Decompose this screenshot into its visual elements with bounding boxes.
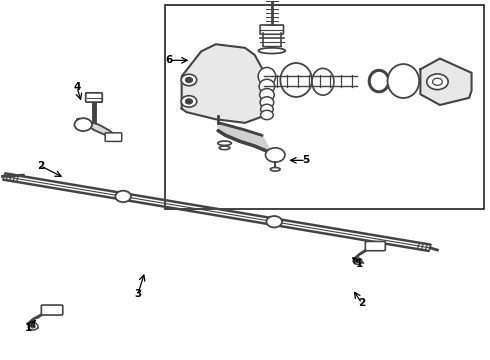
Ellipse shape	[259, 79, 275, 94]
Ellipse shape	[219, 146, 230, 150]
Circle shape	[433, 78, 442, 85]
Ellipse shape	[260, 97, 274, 108]
Ellipse shape	[312, 68, 334, 95]
Circle shape	[186, 77, 193, 82]
Polygon shape	[218, 123, 272, 153]
Ellipse shape	[388, 64, 419, 98]
FancyBboxPatch shape	[366, 242, 385, 251]
Ellipse shape	[258, 48, 285, 54]
Circle shape	[356, 260, 360, 262]
Bar	[165, 5, 484, 208]
Ellipse shape	[260, 89, 274, 102]
Circle shape	[427, 74, 448, 90]
Circle shape	[353, 258, 362, 264]
Circle shape	[186, 99, 193, 104]
Polygon shape	[182, 44, 265, 123]
Circle shape	[31, 325, 35, 328]
Circle shape	[181, 96, 197, 107]
Text: 5: 5	[302, 156, 310, 165]
Circle shape	[28, 323, 38, 330]
Ellipse shape	[270, 167, 280, 171]
Text: 4: 4	[73, 82, 80, 92]
Text: 3: 3	[134, 289, 142, 299]
Text: 1: 1	[24, 323, 32, 333]
Circle shape	[74, 118, 92, 131]
FancyBboxPatch shape	[86, 93, 102, 102]
FancyBboxPatch shape	[105, 133, 122, 141]
Circle shape	[267, 216, 282, 228]
Ellipse shape	[218, 141, 231, 145]
FancyBboxPatch shape	[260, 25, 284, 34]
FancyBboxPatch shape	[41, 305, 63, 315]
Text: 1: 1	[356, 259, 363, 269]
Polygon shape	[420, 59, 471, 105]
Text: 2: 2	[358, 298, 366, 308]
Text: 6: 6	[166, 55, 173, 65]
Circle shape	[266, 148, 285, 162]
Polygon shape	[77, 118, 116, 139]
Ellipse shape	[280, 63, 312, 97]
Circle shape	[116, 191, 131, 202]
Ellipse shape	[261, 104, 273, 114]
Text: 2: 2	[37, 161, 44, 171]
Circle shape	[181, 74, 197, 86]
Ellipse shape	[258, 67, 276, 85]
Ellipse shape	[261, 111, 273, 120]
